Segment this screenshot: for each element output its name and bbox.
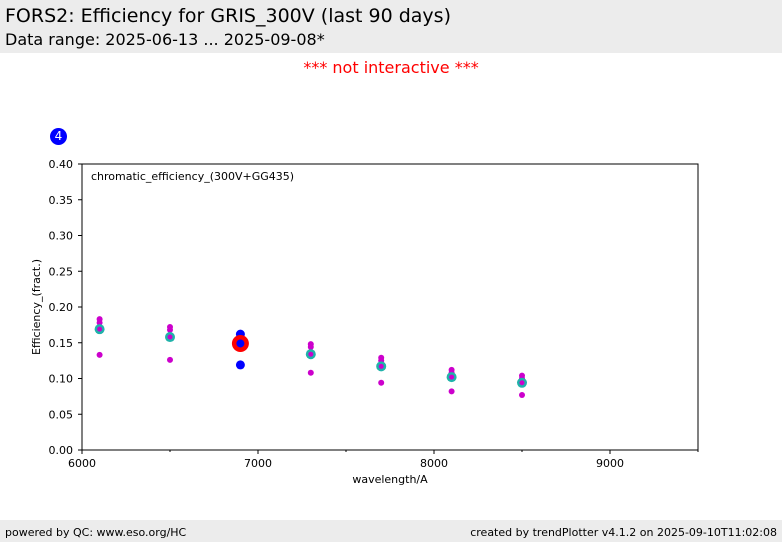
y-tick-label: 0.35 (49, 194, 74, 207)
y-tick-label: 0.10 (49, 373, 74, 386)
footer-created-by: created by trendPlotter v4.1.2 on 2025-0… (470, 526, 777, 539)
y-tick-label: 0.25 (49, 265, 74, 278)
cyan-data-point-center (97, 326, 103, 332)
cyan-data-point-center (378, 363, 384, 369)
magenta-data-point (96, 351, 103, 358)
x-tick-label: 8000 (420, 457, 448, 470)
footer-bar: powered by QC: www.eso.org/HC created by… (0, 520, 782, 542)
chart-annotation: chromatic_efficiency_(300V+GG435) (91, 170, 294, 183)
magenta-data-point (307, 369, 314, 376)
not-interactive-notice: *** not interactive *** (303, 58, 479, 77)
magenta-data-point (519, 391, 525, 398)
magenta-data-point (167, 326, 173, 333)
y-tick-label: 0.00 (49, 444, 74, 457)
blue-data-point (235, 360, 245, 370)
magenta-data-point (448, 388, 455, 395)
magenta-data-point (167, 356, 173, 363)
plot-area (81, 163, 699, 451)
x-tick-label: 9000 (596, 457, 624, 470)
y-tick-label: 0.15 (49, 337, 74, 350)
page-title: FORS2: Efficiency for GRIS_300V (last 90… (5, 5, 451, 27)
header-bar: FORS2: Efficiency for GRIS_300V (last 90… (0, 0, 782, 53)
cyan-data-point-center (519, 380, 525, 386)
plot-number-badge: 4 (50, 128, 67, 145)
data-range-subtitle: Data range: 2025-06-13 ... 2025-09-08* (5, 30, 325, 49)
y-tick-label: 0.05 (49, 408, 74, 421)
x-tick-label: 7000 (244, 457, 272, 470)
red-highlight-point-center (236, 339, 245, 348)
cyan-data-point-center (308, 351, 314, 357)
y-tick-label: 0.40 (49, 158, 74, 171)
cyan-data-point-center (449, 374, 455, 380)
cyan-data-point-center (167, 334, 173, 340)
magenta-data-point (378, 379, 385, 386)
y-tick-label: 0.20 (49, 301, 74, 314)
x-axis-label: wavelength/A (352, 473, 428, 486)
x-tick-label: 6000 (68, 457, 96, 470)
magenta-data-point (96, 319, 103, 326)
footer-powered-by: powered by QC: www.eso.org/HC (5, 526, 187, 539)
y-axis-label: Efficiency_(fract.) (30, 259, 43, 355)
magenta-data-point (307, 344, 314, 351)
y-tick-label: 0.30 (49, 230, 74, 243)
